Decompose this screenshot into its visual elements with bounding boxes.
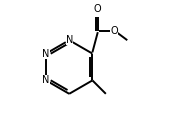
Text: O: O <box>110 26 118 36</box>
Text: N: N <box>42 49 50 59</box>
Text: N: N <box>66 35 73 45</box>
Text: O: O <box>94 4 102 14</box>
Text: N: N <box>42 75 50 85</box>
